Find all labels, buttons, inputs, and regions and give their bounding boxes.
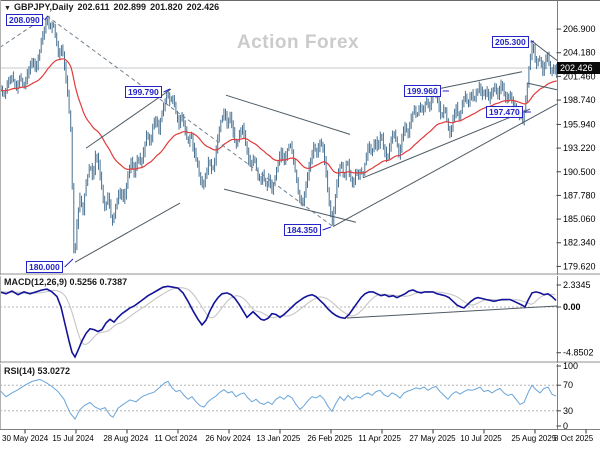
price-callout[interactable]: 180.000 bbox=[26, 261, 63, 273]
current-price-tag: 202.426 bbox=[557, 62, 600, 74]
watermark: Action Forex bbox=[237, 32, 360, 53]
price-axis-label: 201.460 bbox=[563, 71, 596, 81]
chart-title: ▼ GBPJPY,Daily 202.611 202.899 201.820 202.42… bbox=[4, 2, 219, 12]
rsi-axis-label: 0 bbox=[563, 421, 568, 431]
price-callout[interactable]: 199.790 bbox=[125, 86, 162, 98]
time-axis-label: 25 Aug 2025 bbox=[511, 434, 556, 443]
price-trendline bbox=[526, 82, 559, 91]
price-axis-label: 198.740 bbox=[563, 95, 596, 105]
price-trendline bbox=[85, 88, 172, 149]
rsi-axis-label: 30 bbox=[563, 406, 573, 416]
price-axis-label: 182.340 bbox=[563, 238, 596, 248]
price-trendline bbox=[74, 202, 181, 263]
time-axis-label: 11 Oct 2024 bbox=[154, 434, 198, 443]
ohlc-low: 201.820 bbox=[150, 2, 183, 12]
ohlc-high: 202.899 bbox=[113, 2, 147, 12]
price-trendline bbox=[46, 15, 334, 227]
ohlc-open: 202.611 bbox=[77, 2, 110, 12]
price-axis-label: 204.180 bbox=[563, 48, 596, 58]
callout-pointer bbox=[530, 40, 535, 43]
price-axis-label: 193.220 bbox=[563, 143, 596, 153]
macd-indicator-label: MACD(12,26,9) 0.5256 0.7387 bbox=[4, 277, 128, 287]
symbol-dropdown-icon[interactable]: ▼ bbox=[4, 5, 11, 12]
rsi-axis-label: 70 bbox=[563, 380, 573, 390]
macd-axis-label: 2.3345 bbox=[563, 280, 591, 290]
macd-axis-label: -4.8502 bbox=[563, 348, 594, 358]
macd-axis-label: 0.00 bbox=[563, 302, 581, 312]
time-axis-label: 13 Jan 2025 bbox=[256, 434, 301, 443]
time-axis-label: 10 Jul 2025 bbox=[460, 434, 502, 443]
price-axis-label: 187.780 bbox=[563, 190, 596, 200]
moving-average-line bbox=[0, 58, 557, 174]
callout-pointer bbox=[64, 258, 74, 268]
price-axis-label: 206.900 bbox=[563, 24, 596, 34]
price-trendline bbox=[362, 108, 531, 179]
price-callout[interactable]: 197.470 bbox=[486, 106, 523, 118]
callout-pointer bbox=[163, 88, 171, 93]
price-trendline bbox=[0, 15, 48, 48]
price-axis-label: 195.940 bbox=[563, 119, 596, 129]
price-trendline bbox=[223, 188, 357, 223]
price-trendline bbox=[332, 103, 558, 228]
time-axis-label: 15 Jul 2024 bbox=[52, 434, 94, 443]
price-callout[interactable]: 208.090 bbox=[6, 14, 43, 26]
price-trendline bbox=[225, 94, 351, 135]
price-bars bbox=[0, 15, 558, 254]
time-axis-label: 30 May 2024 bbox=[2, 434, 49, 443]
price-axis-label: 190.500 bbox=[563, 167, 596, 177]
rsi-line bbox=[0, 378, 557, 421]
macd-trendline bbox=[346, 305, 558, 319]
price-callout[interactable]: 184.350 bbox=[284, 224, 321, 236]
symbol-period-label: GBPJPY,Daily bbox=[13, 2, 74, 12]
time-axis-label: 8 Oct 2025 bbox=[554, 434, 594, 443]
time-axis-label: 26 Nov 2024 bbox=[205, 434, 251, 443]
price-callout[interactable]: 205.300 bbox=[492, 36, 529, 48]
price-trendline bbox=[530, 39, 559, 62]
time-axis-label: 26 Feb 2025 bbox=[307, 434, 352, 443]
ohlc-close: 202.426 bbox=[186, 2, 220, 12]
rsi-indicator-label: RSI(14) 53.0272 bbox=[4, 366, 71, 376]
time-axis-label: 28 Aug 2024 bbox=[103, 434, 148, 443]
macd-line bbox=[0, 285, 557, 359]
time-axis-label: 11 Apr 2025 bbox=[358, 434, 401, 443]
price-callout[interactable]: 199.960 bbox=[404, 85, 441, 97]
price-trendline bbox=[436, 71, 523, 90]
price-axis-label: 179.620 bbox=[563, 261, 596, 271]
time-axis-label: 27 May 2025 bbox=[409, 434, 456, 443]
callout-pointer bbox=[322, 226, 332, 231]
price-axis-label: 185.060 bbox=[563, 214, 596, 224]
callout-pointer bbox=[44, 15, 49, 21]
rsi-axis-label: 100 bbox=[563, 361, 578, 371]
